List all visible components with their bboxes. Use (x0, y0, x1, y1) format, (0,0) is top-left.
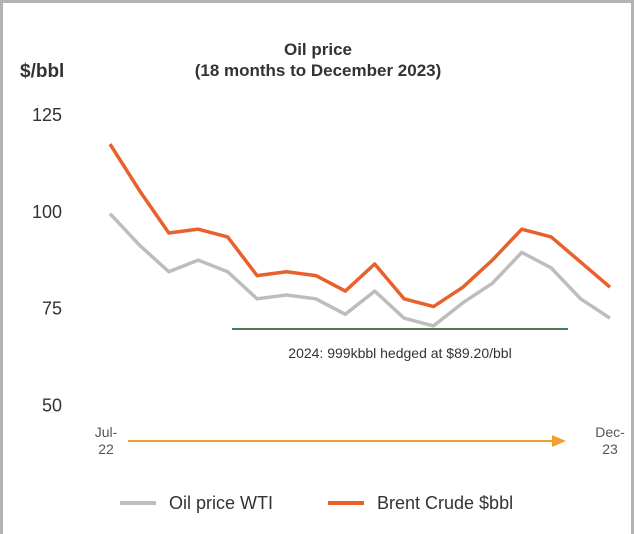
x-tick-label: Dec- 23 (595, 424, 625, 457)
y-tick-label: 125 (32, 105, 62, 125)
chart-subtitle: (18 months to December 2023) (195, 61, 442, 80)
chart-title: Oil price (284, 40, 352, 59)
y-tick-label: 50 (42, 395, 62, 415)
y-axis-label: $/bbl (20, 61, 64, 82)
legend-label: Brent Crude $bbl (377, 493, 513, 513)
y-tick-label: 100 (32, 202, 62, 222)
y-tick-label: 75 (42, 299, 62, 319)
line (108, 212, 611, 328)
x-tick-label: Jul- 22 (94, 424, 118, 457)
arrow-head (552, 435, 566, 447)
annotation: 2024: 999kbbl hedged at $89.20/bbl (288, 345, 511, 361)
legend-label: Oil price WTI (169, 493, 273, 513)
line (108, 143, 612, 309)
